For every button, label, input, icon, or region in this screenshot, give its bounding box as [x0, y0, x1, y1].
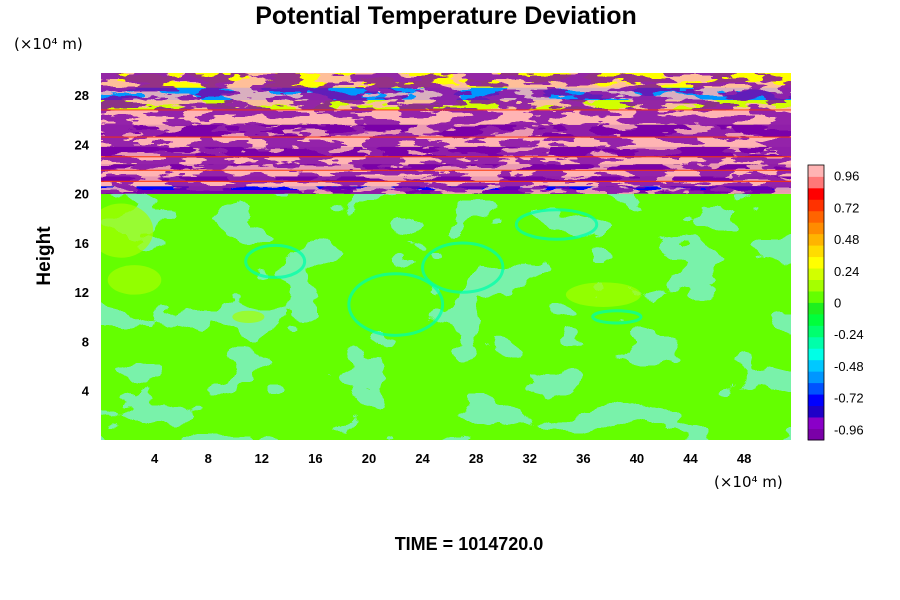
y-tick-label: 12	[75, 285, 89, 300]
x-tick-label: 40	[630, 451, 644, 466]
colorbar-segment	[808, 256, 824, 269]
x-tick-label: 48	[737, 451, 751, 466]
colorbar-segment	[808, 176, 824, 189]
colorbar-segment	[808, 199, 824, 212]
y-axis-ticks: 4 8 12 16 20 24 28	[75, 88, 90, 399]
y-tick-label: 24	[75, 137, 90, 152]
colorbar-segment	[808, 394, 824, 407]
colorbar-segment	[808, 405, 824, 418]
x-tick-label: 36	[576, 451, 590, 466]
colorbar-segment	[808, 210, 824, 223]
colorbar-tick-label: 0.96	[834, 169, 859, 184]
field-warm-eddy	[565, 282, 641, 307]
y-tick-label: 16	[75, 236, 89, 251]
x-tick-label: 16	[308, 451, 322, 466]
colorbar-frame	[807, 164, 825, 441]
chart-title: Potential Temperature Deviation	[255, 2, 637, 30]
colorbar-segment	[808, 313, 824, 326]
y-tick-label: 8	[82, 334, 89, 349]
colorbar-segment	[808, 325, 824, 338]
colorbar-tick-label: -0.48	[834, 359, 864, 374]
x-axis-ticks: 4 8 12 16 20 24 28 32 36 40 44 48	[151, 451, 751, 466]
field-warm-eddy	[101, 203, 154, 258]
colorbar: 0.96 0.72 0.48 0.24 0 -0.24 -0.48 -0.72 -0.96	[807, 164, 864, 441]
x-tick-label: 44	[683, 451, 698, 466]
colorbar-segment	[808, 279, 824, 292]
time-label: TIME = 1014720.0	[395, 534, 544, 554]
field-lower-eddies	[101, 193, 791, 440]
colorbar-segment	[808, 268, 824, 280]
colorbar-segment	[808, 291, 824, 303]
field-cool-eddy	[514, 208, 599, 241]
x-tick-label: 4	[151, 451, 159, 466]
field-warm-eddy	[107, 265, 162, 295]
colorbar-segment	[808, 245, 824, 258]
heatmap-field	[101, 73, 791, 440]
colorbar-tick-label: 0.24	[834, 264, 859, 279]
colorbar-segment	[808, 165, 824, 177]
y-tick-label: 4	[82, 384, 90, 399]
colorbar-tick-label: 0	[834, 296, 841, 311]
x-tick-label: 8	[205, 451, 212, 466]
field-cool-eddy	[347, 272, 445, 337]
x-tick-label: 24	[415, 451, 430, 466]
colorbar-segment	[808, 359, 824, 372]
heatmap-plot-area	[101, 73, 791, 440]
colorbar-tick-label: 0.72	[834, 200, 859, 215]
x-tick-label: 12	[255, 451, 269, 466]
colorbar-tick-label: -0.96	[834, 422, 864, 437]
colorbar-segment	[808, 336, 824, 349]
colorbar-segment	[808, 382, 824, 395]
colorbar-segment	[808, 222, 824, 235]
field-cool-eddy	[591, 309, 643, 325]
x-tick-label: 20	[362, 451, 376, 466]
field-cool-eddy	[421, 241, 505, 294]
y-axis-label: Height	[34, 226, 55, 286]
colorbar-segment	[808, 187, 824, 200]
y-tick-label: 20	[75, 187, 89, 202]
colorbar-segment	[808, 348, 824, 361]
field-upper-cold-streaks	[101, 73, 791, 194]
y-tick-label: 28	[75, 88, 89, 103]
x-axis-unit: (×10⁴ m)	[714, 473, 783, 491]
colorbar-tick-label: -0.72	[834, 391, 864, 406]
colorbar-segment	[808, 371, 824, 384]
colorbar-segment	[808, 233, 824, 246]
x-tick-label: 32	[523, 451, 537, 466]
colorbar-tick-label: -0.24	[834, 327, 864, 342]
field-cool-eddy	[244, 243, 307, 279]
x-tick-label: 28	[469, 451, 483, 466]
y-axis-unit: (×10⁴ m)	[14, 35, 83, 53]
colorbar-tick-label: 0.48	[834, 232, 859, 247]
colorbar-segment	[808, 302, 824, 315]
colorbar-segment	[808, 417, 824, 429]
field-warm-eddy	[232, 310, 265, 324]
colorbar-segment	[808, 428, 824, 441]
